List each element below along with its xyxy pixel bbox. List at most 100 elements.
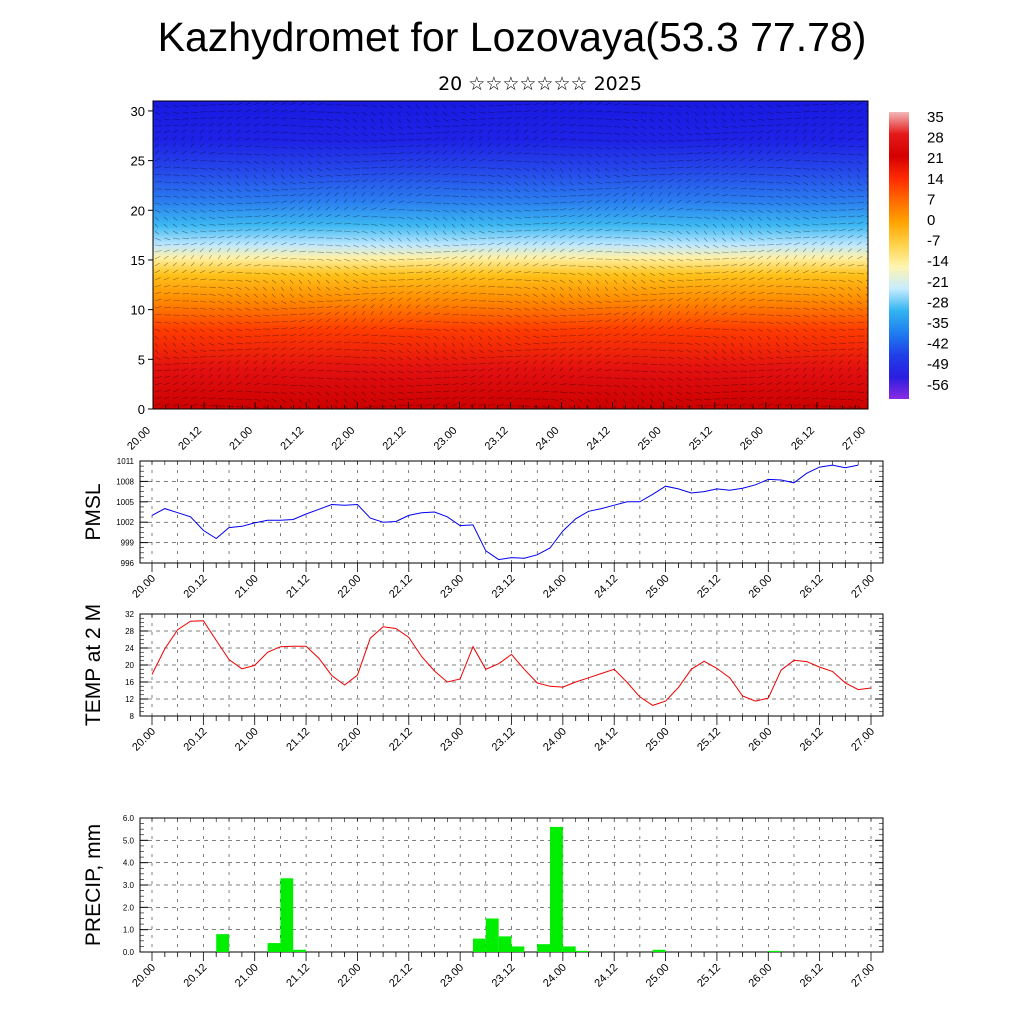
wind-barb	[226, 286, 234, 290]
wind-barb	[586, 117, 594, 120]
wind-barb	[550, 123, 557, 127]
wind-barb	[460, 237, 468, 241]
wind-barb	[613, 187, 621, 190]
wind-barb	[154, 130, 162, 134]
wind-barb	[856, 208, 864, 211]
wind-barb	[154, 230, 160, 235]
wind-barb	[505, 389, 512, 393]
wind-barb	[253, 367, 258, 372]
colorbar-label: -28	[927, 294, 949, 311]
wind-barb	[676, 132, 683, 136]
wind-barb	[388, 118, 393, 123]
wind-barb	[856, 286, 861, 291]
wind-barb	[667, 173, 675, 176]
wind-barb	[847, 382, 855, 386]
wind-barb	[568, 160, 574, 165]
wind-barb	[523, 321, 530, 325]
wind-barb	[586, 360, 592, 365]
wind-barb	[478, 356, 486, 359]
wind-barb	[676, 297, 683, 302]
x-tick-label: 26.12	[798, 573, 826, 601]
wind-barb	[856, 174, 860, 179]
wind-barb	[451, 342, 455, 347]
wind-barb	[586, 376, 594, 379]
wind-barb	[208, 321, 215, 325]
wind-barb	[811, 381, 817, 386]
wind-barb	[820, 181, 826, 186]
wind-barb	[451, 216, 457, 221]
wind-barb	[649, 384, 655, 389]
wind-barb	[487, 286, 495, 288]
wind-barb	[334, 311, 340, 316]
wind-barb	[397, 398, 405, 401]
wind-barb	[208, 241, 215, 246]
wind-barb	[721, 342, 726, 347]
wind-barb	[163, 262, 169, 267]
wind-barb	[460, 188, 468, 190]
wind-barb	[388, 286, 396, 288]
wind-barb	[532, 129, 538, 134]
wind-barb	[613, 391, 619, 396]
wind-barb	[217, 307, 224, 311]
wind-barb	[226, 321, 233, 325]
wind-barb	[433, 304, 440, 309]
wind-barb	[667, 146, 675, 149]
wind-barb	[433, 118, 440, 123]
wind-barb	[451, 305, 459, 309]
wind-barb	[181, 216, 187, 221]
wind-barb	[181, 321, 188, 325]
wind-barb	[532, 381, 539, 386]
wind-barb	[595, 384, 603, 387]
wind-barb	[379, 104, 386, 108]
wind-barb	[847, 174, 851, 179]
wind-barb	[307, 118, 315, 120]
wind-barb	[208, 270, 215, 274]
wind-barb	[586, 320, 594, 323]
wind-barb	[775, 174, 783, 177]
wind-barb	[163, 342, 167, 347]
wind-barb	[361, 185, 367, 190]
wind-barb	[154, 342, 158, 347]
wind-barb	[748, 118, 756, 122]
wind-barb	[478, 403, 486, 407]
wind-barb	[496, 117, 504, 120]
wind-barb	[631, 125, 638, 129]
wind-barb	[649, 244, 657, 248]
wind-barb	[217, 174, 223, 179]
wind-barb	[622, 192, 628, 197]
wind-barb	[703, 251, 711, 255]
wind-barb	[406, 193, 413, 197]
wind-barb	[622, 125, 630, 129]
wind-barb	[487, 123, 494, 127]
wind-barb	[280, 167, 284, 172]
wind-barb	[478, 389, 485, 393]
wind-barb	[406, 291, 413, 295]
wind-barb	[298, 300, 306, 304]
wind-barb	[703, 223, 709, 228]
wind-barb	[244, 181, 249, 186]
wind-barb	[334, 132, 341, 136]
wind-barb	[316, 347, 324, 351]
wind-barb	[496, 159, 504, 162]
wind-barb	[595, 340, 602, 344]
wind-barb	[487, 269, 494, 274]
wind-barb	[622, 347, 630, 351]
wind-barb	[370, 398, 377, 403]
wind-barb	[703, 151, 711, 155]
wind-barb	[406, 172, 413, 176]
wind-barb	[721, 244, 728, 248]
wind-barb	[199, 321, 206, 325]
wind-barb	[217, 374, 222, 379]
wind-barb	[451, 143, 456, 148]
wind-barb	[244, 314, 252, 318]
wind-barb	[793, 167, 801, 170]
wind-barb	[505, 209, 513, 213]
wind-barb	[559, 293, 564, 298]
wind-barb	[343, 398, 348, 403]
wind-barb	[298, 353, 305, 358]
wind-barb	[622, 272, 628, 277]
wind-barb	[154, 376, 162, 379]
wind-barb	[379, 258, 387, 262]
wind-barb	[829, 405, 837, 408]
wind-barb	[856, 160, 862, 165]
